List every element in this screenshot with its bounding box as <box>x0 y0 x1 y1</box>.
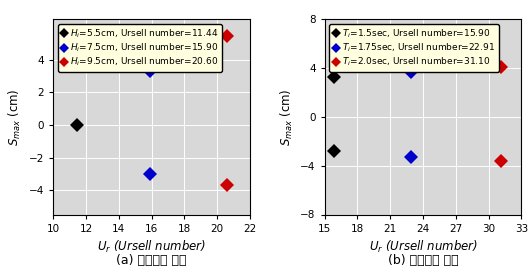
Text: (a) 입사파고 변화: (a) 입사파고 변화 <box>117 254 187 267</box>
Text: (b) 입사주기 변화: (b) 입사주기 변화 <box>388 254 459 267</box>
Y-axis label: $S_{max}$ (cm): $S_{max}$ (cm) <box>279 88 295 146</box>
X-axis label: $U_r$ (Ursell number): $U_r$ (Ursell number) <box>97 239 206 255</box>
Legend: $T_i$=1.5sec, Ursell number=15.90, $T_i$=1.75sec, Ursell number=22.91, $T_i$=2.0: $T_i$=1.5sec, Ursell number=15.90, $T_i$… <box>329 24 498 72</box>
Legend: $H_i$=5.5cm, Ursell number=11.44, $H_i$=7.5cm, Ursell number=15.90, $H_i$=9.5cm,: $H_i$=5.5cm, Ursell number=11.44, $H_i$=… <box>57 24 222 72</box>
Y-axis label: $S_{max}$ (cm): $S_{max}$ (cm) <box>7 88 23 146</box>
X-axis label: $U_r$ (Ursell number): $U_r$ (Ursell number) <box>369 239 478 255</box>
